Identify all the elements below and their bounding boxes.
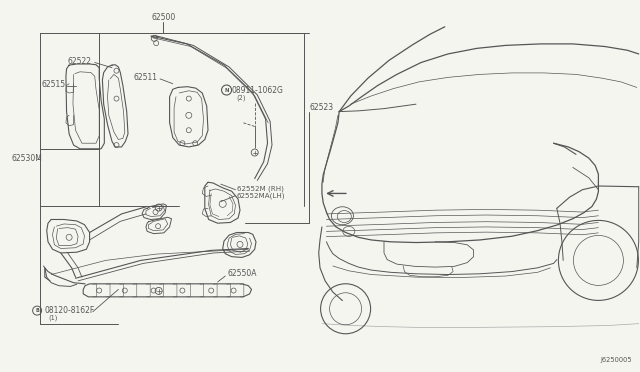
Text: 62523: 62523 (309, 103, 333, 112)
Text: 62550A: 62550A (227, 269, 257, 278)
Text: 62530M: 62530M (12, 154, 42, 163)
Text: N: N (224, 87, 229, 93)
Text: 08120-8162F: 08120-8162F (45, 306, 95, 315)
Text: 62552M (RH): 62552M (RH) (237, 186, 284, 192)
Text: 62511: 62511 (133, 73, 157, 82)
Text: 62515: 62515 (42, 80, 66, 89)
Text: B: B (35, 308, 39, 313)
Text: (1): (1) (48, 315, 58, 321)
Text: J6250005: J6250005 (601, 357, 632, 363)
Text: 62500: 62500 (151, 13, 175, 22)
Text: 62552MA(LH): 62552MA(LH) (237, 192, 285, 199)
Text: 62522: 62522 (67, 57, 92, 66)
Text: 08911-1062G: 08911-1062G (232, 86, 284, 94)
Text: (2): (2) (237, 94, 246, 101)
